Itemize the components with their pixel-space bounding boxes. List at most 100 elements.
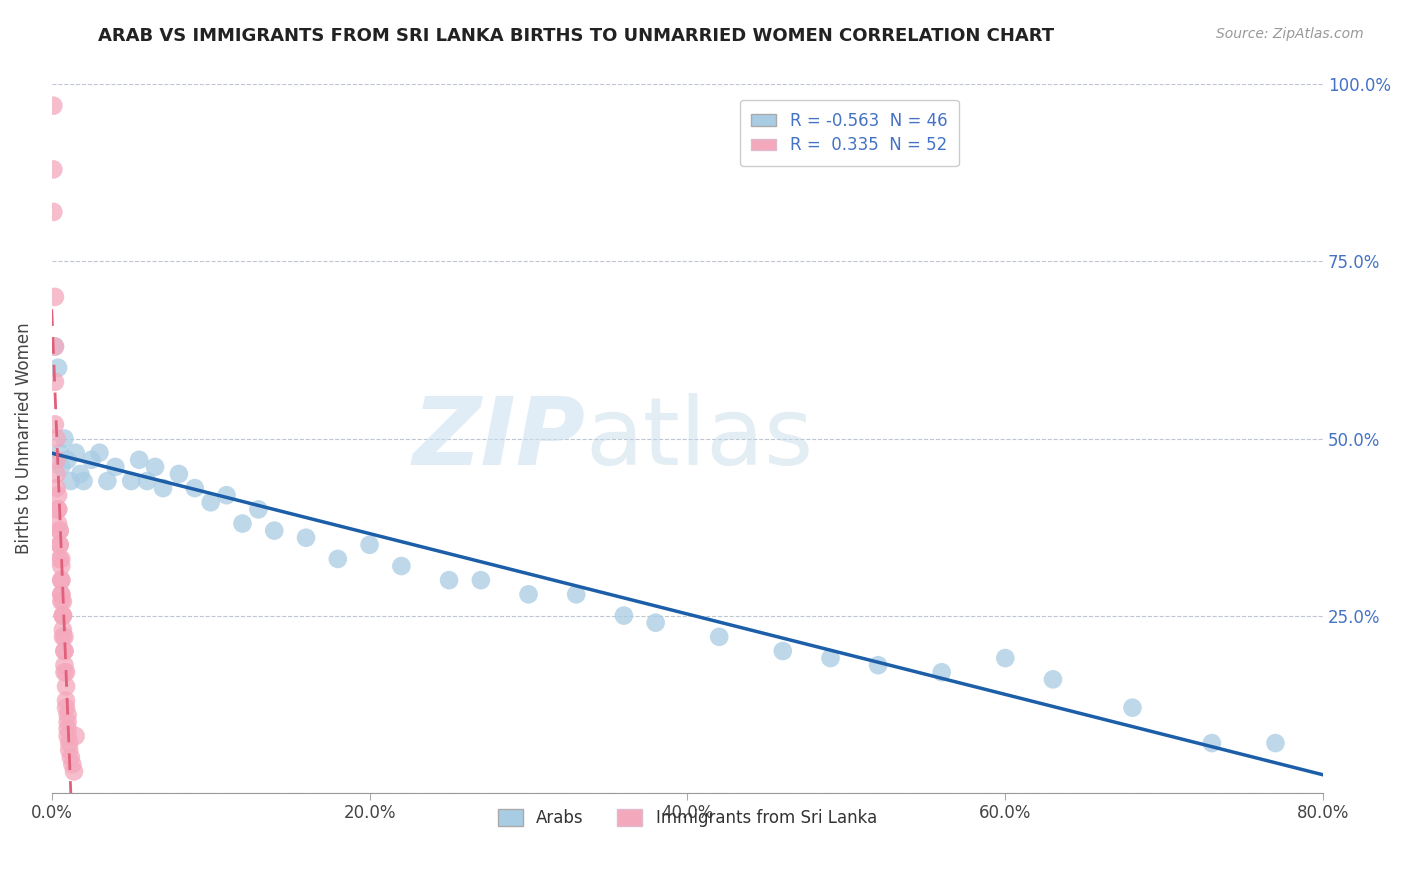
Point [59, 750, 82, 764]
Point [167, 467, 190, 481]
Point [58, 743, 80, 757]
Point [42, 98, 65, 112]
Point [517, 587, 540, 601]
Point [613, 608, 636, 623]
Point [45, 452, 67, 467]
Point [644, 615, 666, 630]
Point [42, 162, 65, 177]
Point [56, 729, 79, 743]
Point [56, 722, 79, 736]
Point [215, 488, 238, 502]
Point [136, 474, 159, 488]
Point [62, 757, 84, 772]
Point [46, 502, 69, 516]
Point [44, 290, 66, 304]
Point [56, 714, 79, 729]
Point [89, 446, 111, 460]
Point [56, 452, 79, 467]
Point [326, 552, 349, 566]
Point [53, 665, 76, 680]
Point [44, 339, 66, 353]
Point [48, 446, 70, 460]
Point [46, 360, 69, 375]
Point [359, 538, 381, 552]
Point [69, 467, 91, 481]
Point [55, 665, 77, 680]
Point [931, 665, 953, 680]
Point [389, 559, 412, 574]
Point [44, 375, 66, 389]
Point [45, 432, 67, 446]
Text: ARAB VS IMMIGRANTS FROM SRI LANKA BIRTHS TO UNMARRIED WOMEN CORRELATION CHART: ARAB VS IMMIGRANTS FROM SRI LANKA BIRTHS… [98, 27, 1054, 45]
Point [247, 502, 270, 516]
Point [994, 651, 1017, 665]
Point [46, 502, 69, 516]
Point [45, 481, 67, 495]
Point [868, 658, 890, 673]
Point [263, 524, 285, 538]
Point [51, 559, 73, 574]
Point [46, 488, 69, 502]
Y-axis label: Births to Unmarried Women: Births to Unmarried Women [15, 323, 32, 554]
Point [52, 608, 75, 623]
Point [437, 573, 460, 587]
Point [51, 587, 73, 601]
Point [52, 608, 75, 623]
Point [55, 693, 77, 707]
Point [53, 630, 76, 644]
Point [565, 587, 588, 601]
Point [1121, 700, 1143, 714]
Point [46, 516, 69, 531]
Point [52, 594, 75, 608]
Point [231, 516, 253, 531]
Point [44, 417, 66, 432]
Point [470, 573, 492, 587]
Point [51, 573, 73, 587]
Point [53, 644, 76, 658]
Point [53, 658, 76, 673]
Text: atlas: atlas [586, 392, 814, 484]
Point [42, 205, 65, 219]
Point [295, 531, 318, 545]
Text: ZIP: ZIP [413, 392, 586, 484]
Point [143, 459, 166, 474]
Point [80, 452, 103, 467]
Point [48, 538, 70, 552]
Legend: Arabs, Immigrants from Sri Lanka: Arabs, Immigrants from Sri Lanka [491, 803, 883, 834]
Point [48, 538, 70, 552]
Text: Source: ZipAtlas.com: Source: ZipAtlas.com [1216, 27, 1364, 41]
Point [45, 467, 67, 481]
Point [51, 573, 73, 587]
Point [48, 524, 70, 538]
Point [1201, 736, 1223, 750]
Point [51, 459, 73, 474]
Point [48, 524, 70, 538]
Point [44, 339, 66, 353]
Point [1264, 736, 1286, 750]
Point [56, 707, 79, 722]
Point [65, 446, 87, 460]
Point [55, 700, 77, 714]
Point [72, 474, 94, 488]
Point [52, 608, 75, 623]
Point [200, 495, 222, 509]
Point [52, 623, 75, 637]
Point [63, 764, 86, 779]
Point [58, 736, 80, 750]
Point [53, 432, 76, 446]
Point [772, 644, 794, 658]
Point [184, 481, 207, 495]
Point [1042, 673, 1064, 687]
Point [152, 481, 174, 495]
Point [52, 630, 75, 644]
Point [51, 552, 73, 566]
Point [709, 630, 731, 644]
Point [51, 587, 73, 601]
Point [104, 459, 127, 474]
Point [820, 651, 842, 665]
Point [65, 729, 87, 743]
Point [128, 452, 150, 467]
Point [59, 474, 82, 488]
Point [51, 594, 73, 608]
Point [48, 552, 70, 566]
